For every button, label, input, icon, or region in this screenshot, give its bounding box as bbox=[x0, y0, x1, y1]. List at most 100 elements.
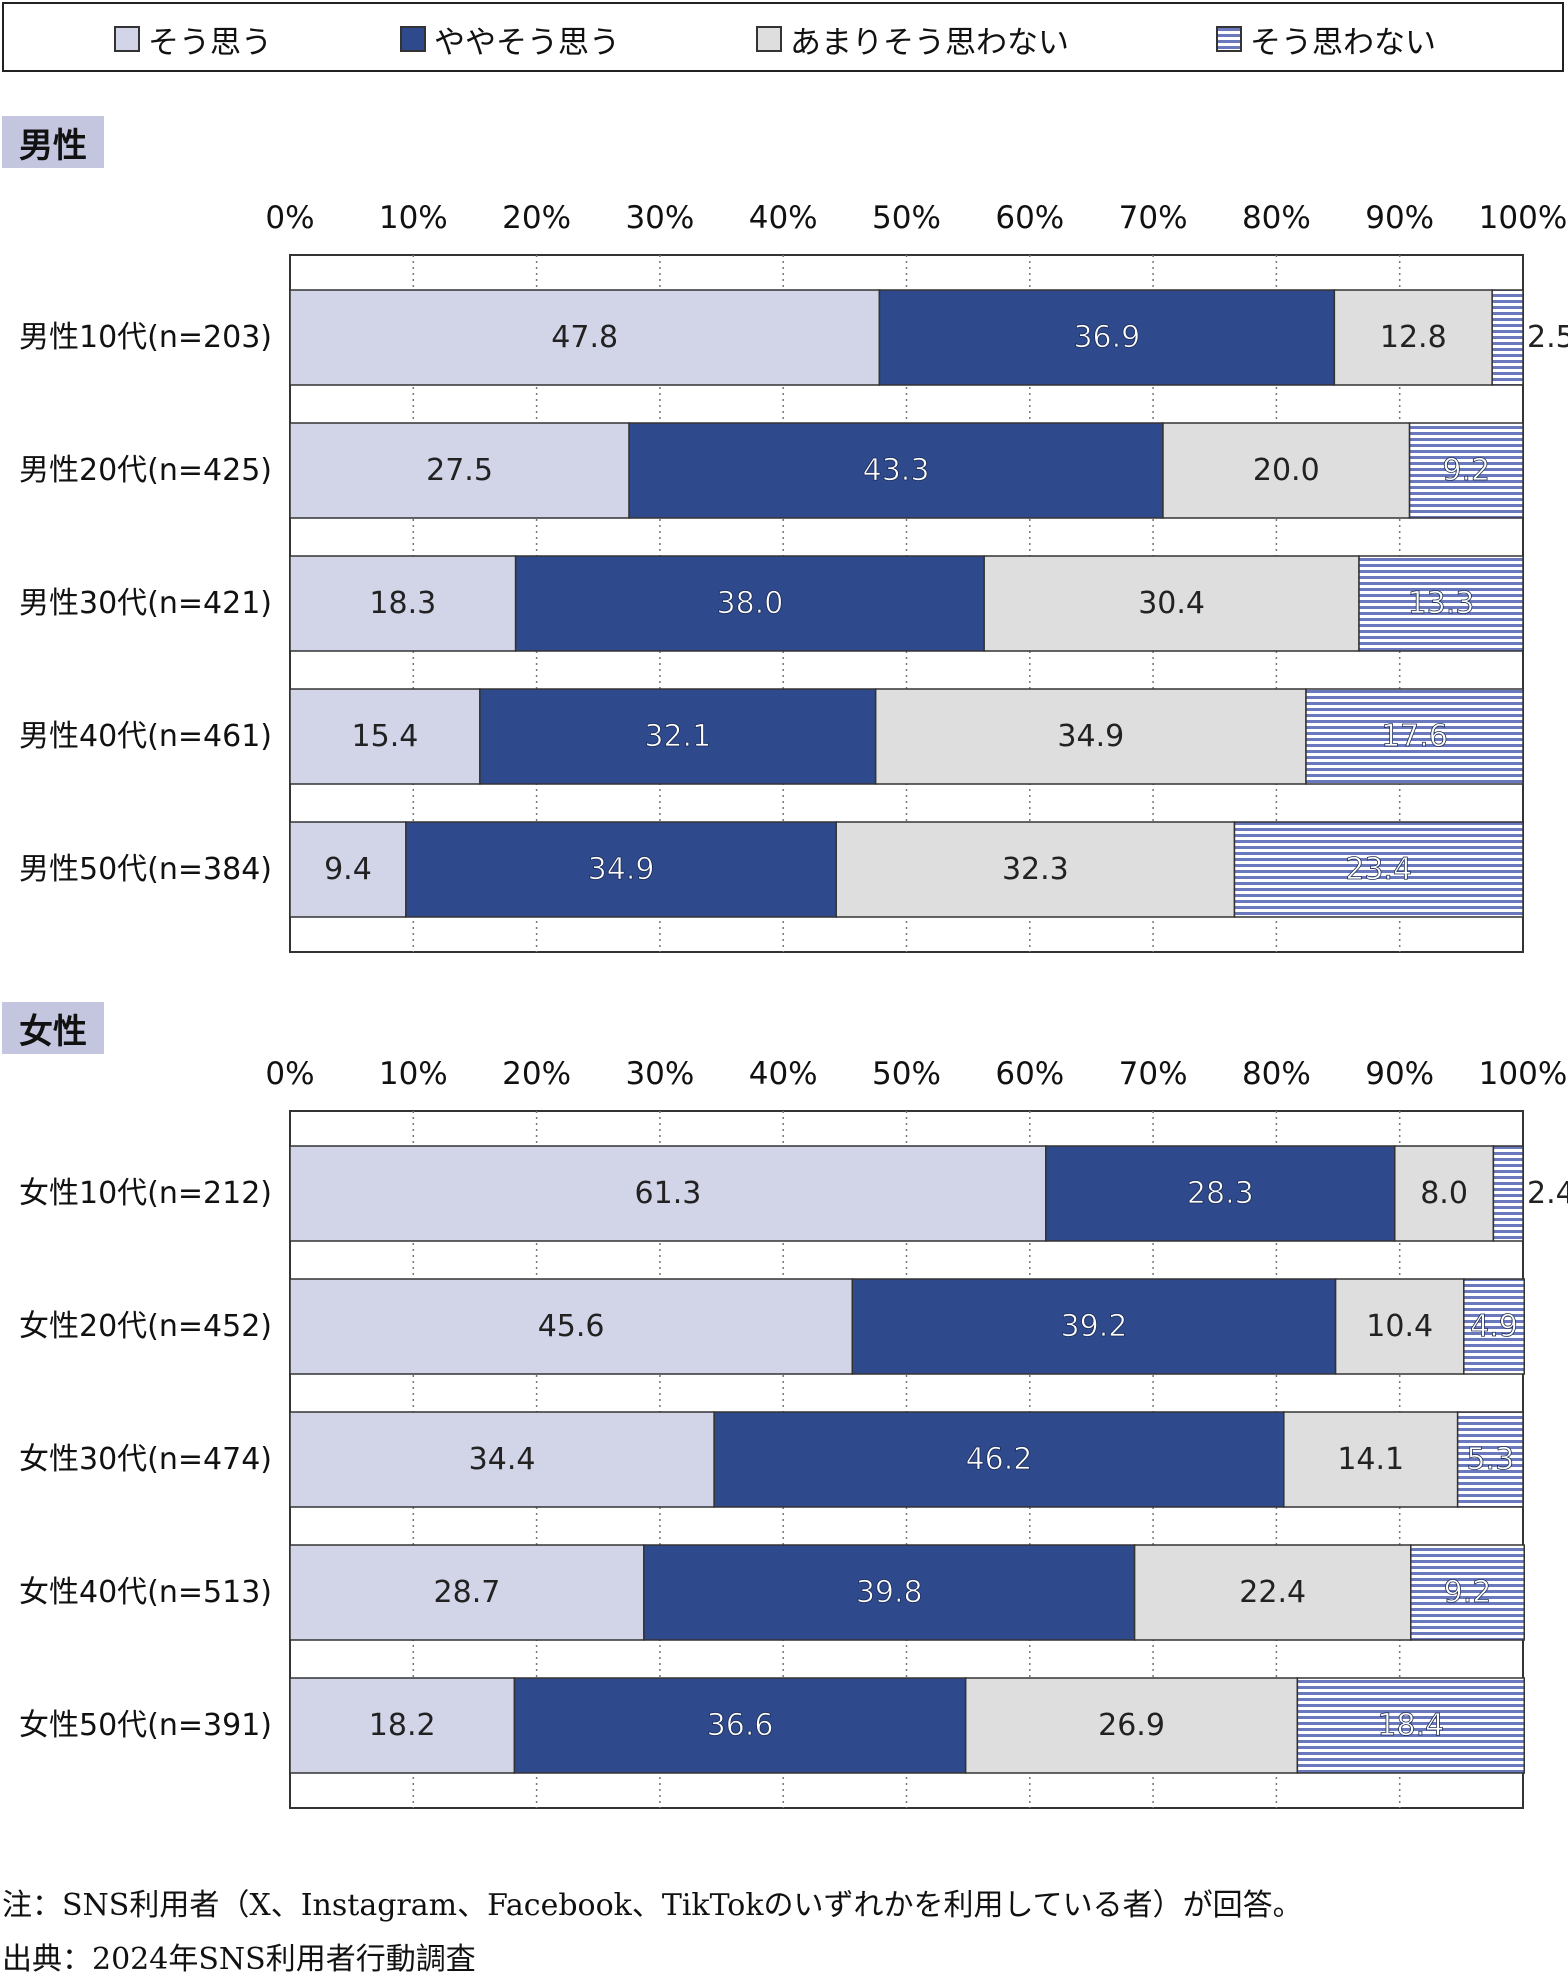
male-x-tick-label: 100% bbox=[1479, 200, 1568, 236]
legend: そう思う ややそう思う あまりそう思わない そう思わない bbox=[2, 2, 1564, 72]
female-bar-somewhat-disagree bbox=[1394, 1145, 1495, 1242]
female-value-label-agree: 28.7 bbox=[434, 1575, 501, 1610]
male-value-label-disagree: 2.5 bbox=[1527, 320, 1568, 355]
male-bar-agree bbox=[289, 289, 881, 386]
male-bar-disagree bbox=[1408, 422, 1524, 519]
male-x-tick-label: 50% bbox=[872, 200, 941, 236]
female-bar-somewhat-agree bbox=[513, 1677, 967, 1774]
female-category-label: 女性50代(n=391) bbox=[19, 1708, 272, 1743]
legend-swatch-disagree bbox=[1216, 26, 1242, 52]
female-value-label-agree: 18.2 bbox=[369, 1708, 436, 1743]
male-value-label-disagree: 9.2 bbox=[1442, 453, 1490, 488]
female-x-tick-label: 40% bbox=[749, 1056, 818, 1092]
section-label-female: 女性 bbox=[2, 1002, 104, 1054]
female-bar-disagree bbox=[1410, 1544, 1525, 1641]
legend-swatch-agree bbox=[114, 26, 140, 52]
female-value-label-disagree: 18.4 bbox=[1377, 1708, 1444, 1743]
male-bar-somewhat-disagree bbox=[983, 555, 1360, 652]
male-bar-somewhat-agree bbox=[878, 289, 1336, 386]
female-category-label: 女性30代(n=474) bbox=[19, 1442, 272, 1477]
male-value-label-agree: 47.8 bbox=[551, 320, 618, 355]
legend-label-somewhat-disagree: あまりそう思わない bbox=[790, 24, 1069, 61]
female-bar-agree bbox=[289, 1411, 715, 1508]
female-value-label-somewhat-disagree: 22.4 bbox=[1239, 1575, 1306, 1610]
legend-swatch-somewhat-disagree bbox=[756, 26, 782, 52]
legend-label-somewhat-agree: ややそう思う bbox=[434, 24, 620, 61]
male-bar-somewhat-disagree bbox=[874, 688, 1307, 785]
male-bar-somewhat-agree bbox=[514, 555, 985, 652]
male-x-tick-label: 90% bbox=[1365, 200, 1434, 236]
male-bar-disagree bbox=[1491, 289, 1524, 386]
male-bar-agree bbox=[289, 821, 407, 918]
male-value-label-disagree: 23.4 bbox=[1345, 852, 1412, 887]
legend-label-disagree: そう思わない bbox=[1250, 24, 1436, 61]
female-value-label-disagree: 2.4 bbox=[1527, 1176, 1568, 1211]
female-bar-disagree bbox=[1456, 1411, 1524, 1508]
male-category-label: 男性20代(n=425) bbox=[19, 453, 272, 488]
male-bar-disagree bbox=[1233, 821, 1524, 918]
male-value-label-somewhat-disagree: 30.4 bbox=[1138, 586, 1205, 621]
male-value-label-disagree: 13.3 bbox=[1408, 586, 1475, 621]
male-x-tick-label: 60% bbox=[995, 200, 1064, 236]
female-category-label: 女性10代(n=212) bbox=[19, 1176, 272, 1211]
female-bar-somewhat-agree bbox=[851, 1278, 1337, 1375]
female-x-tick-label: 50% bbox=[872, 1056, 941, 1092]
male-value-label-somewhat-agree: 32.1 bbox=[644, 719, 711, 754]
male-x-tick-label: 80% bbox=[1242, 200, 1311, 236]
female-bar-disagree bbox=[1463, 1278, 1525, 1375]
female-bar-agree bbox=[289, 1145, 1047, 1242]
female-bar-agree bbox=[289, 1278, 853, 1375]
female-bar-agree bbox=[289, 1677, 516, 1774]
female-value-label-somewhat-disagree: 14.1 bbox=[1337, 1442, 1404, 1477]
male-value-label-somewhat-disagree: 20.0 bbox=[1253, 453, 1320, 488]
female-bar-disagree bbox=[1492, 1145, 1524, 1242]
female-value-label-somewhat-disagree: 8.0 bbox=[1420, 1176, 1468, 1211]
female-value-label-disagree: 9.2 bbox=[1444, 1575, 1492, 1610]
female-value-label-somewhat-disagree: 10.4 bbox=[1366, 1309, 1433, 1344]
female-x-tick-label: 20% bbox=[502, 1056, 571, 1092]
female-value-label-somewhat-agree: 36.6 bbox=[707, 1708, 774, 1743]
female-value-label-agree: 34.4 bbox=[469, 1442, 536, 1477]
male-value-label-somewhat-agree: 43.3 bbox=[863, 453, 930, 488]
legend-item-agree: そう思う bbox=[114, 22, 272, 61]
female-value-label-somewhat-agree: 28.3 bbox=[1187, 1176, 1254, 1211]
female-value-label-disagree: 4.9 bbox=[1470, 1309, 1518, 1344]
female-x-tick-label: 90% bbox=[1365, 1056, 1434, 1092]
female-x-tick-label: 100% bbox=[1479, 1056, 1568, 1092]
female-x-tick-label: 0% bbox=[265, 1056, 314, 1092]
legend-swatch-somewhat-agree bbox=[400, 26, 426, 52]
female-value-label-somewhat-agree: 39.2 bbox=[1061, 1309, 1128, 1344]
legend-item-disagree: そう思わない bbox=[1216, 22, 1436, 61]
male-value-label-somewhat-agree: 36.9 bbox=[1073, 320, 1140, 355]
legend-label-agree: そう思う bbox=[148, 24, 272, 61]
male-bar-somewhat-agree bbox=[405, 821, 837, 918]
male-bar-somewhat-disagree bbox=[1162, 422, 1411, 519]
male-x-tick-label: 10% bbox=[379, 200, 448, 236]
female-value-label-agree: 61.3 bbox=[635, 1176, 702, 1211]
legend-item-somewhat-disagree: あまりそう思わない bbox=[756, 22, 1069, 61]
male-x-tick-label: 40% bbox=[749, 200, 818, 236]
male-category-label: 男性10代(n=203) bbox=[19, 320, 272, 355]
male-x-tick-label: 0% bbox=[265, 200, 314, 236]
footnote-source: 出典：2024年SNS利用者行動調査 bbox=[2, 1942, 476, 1977]
male-bar-agree bbox=[289, 555, 517, 652]
male-x-tick-label: 30% bbox=[625, 200, 694, 236]
male-value-label-agree: 27.5 bbox=[426, 453, 493, 488]
female-value-label-agree: 45.6 bbox=[538, 1309, 605, 1344]
female-x-tick-label: 70% bbox=[1119, 1056, 1188, 1092]
male-bar-somewhat-disagree bbox=[835, 821, 1236, 918]
female-value-label-somewhat-agree: 46.2 bbox=[966, 1442, 1033, 1477]
female-bar-agree bbox=[289, 1544, 645, 1641]
female-bar-somewhat-agree bbox=[1045, 1145, 1396, 1242]
male-value-label-somewhat-agree: 38.0 bbox=[717, 586, 784, 621]
male-value-label-somewhat-disagree: 12.8 bbox=[1380, 320, 1447, 355]
male-category-label: 男性50代(n=384) bbox=[19, 852, 272, 887]
female-x-tick-label: 60% bbox=[995, 1056, 1064, 1092]
legend-item-somewhat-agree: ややそう思う bbox=[400, 22, 620, 61]
male-value-label-agree: 9.4 bbox=[324, 852, 372, 887]
male-bar-somewhat-agree bbox=[479, 688, 877, 785]
female-bar-disagree bbox=[1296, 1677, 1525, 1774]
female-x-tick-label: 30% bbox=[625, 1056, 694, 1092]
female-bar-somewhat-disagree bbox=[1334, 1278, 1465, 1375]
